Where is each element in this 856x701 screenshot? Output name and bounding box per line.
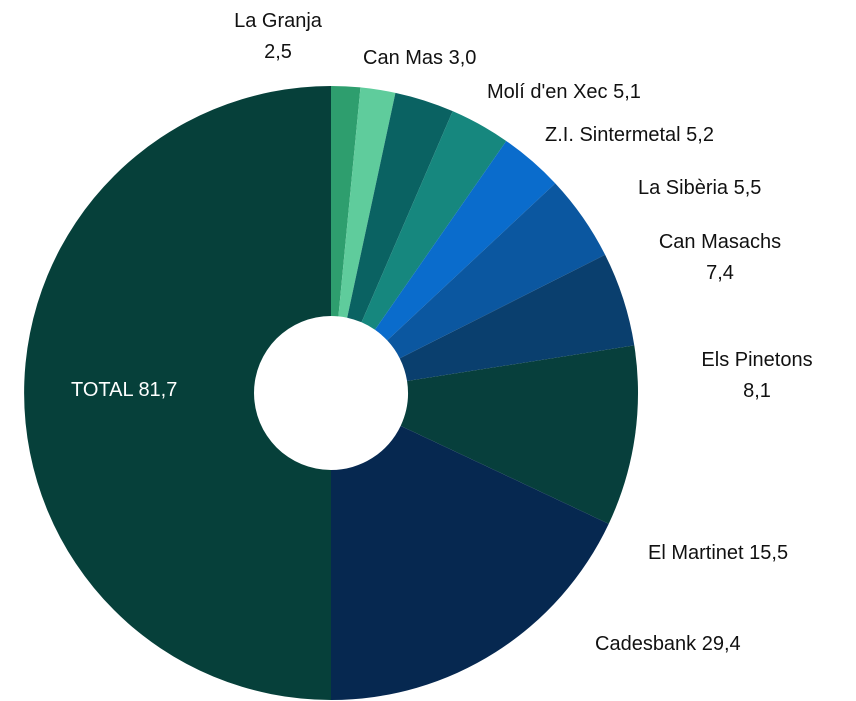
category-name: Molí d'en Xec <box>487 81 608 103</box>
value-label: 2,5 <box>264 41 292 63</box>
category-name: Z.I. Sintermetal <box>545 124 681 146</box>
donut-slice <box>399 254 635 382</box>
slice-label: La Granja 2,5 <box>208 6 348 68</box>
category-name: TOTAL <box>71 379 133 401</box>
slice-label: Z.I. Sintermetal 5,2 <box>545 120 714 151</box>
category-name: Can Mas <box>363 47 444 69</box>
slice-label: Cadesbank 29,4 <box>595 629 741 660</box>
donut-slice <box>24 86 331 700</box>
value-label: 5,1 <box>613 81 641 103</box>
value-label: 29,4 <box>701 633 741 655</box>
donut-slice <box>374 140 556 341</box>
donut-slice <box>338 87 396 318</box>
value-label: 8,1 <box>743 380 771 402</box>
slice-label: Can Mas 3,0 <box>363 43 476 74</box>
slice-label: Molí d'en Xec 5,1 <box>487 77 641 108</box>
value-label: 3,0 <box>448 47 477 69</box>
donut-slice <box>331 86 361 317</box>
category-name: La Granja <box>234 10 322 32</box>
slice-label: Can Masachs 7,4 <box>650 227 790 289</box>
donut-slice <box>347 92 453 323</box>
slice-label: El Martinet 15,5 <box>648 538 788 569</box>
value-label: 5,5 <box>733 177 762 199</box>
slice-label: Els Pinetons 8,1 <box>677 345 837 407</box>
slice-label: TOTAL 81,7 <box>71 375 177 406</box>
category-name: Can Masachs <box>658 231 782 253</box>
value-label: 7,4 <box>706 262 734 284</box>
value-label: 5,2 <box>686 124 714 146</box>
category-name: Els Pinetons <box>701 349 813 371</box>
donut-slice <box>331 425 609 700</box>
category-name: El Martinet <box>648 542 744 564</box>
slice-label: La Sibèria 5,5 <box>638 173 761 204</box>
value-label: 15,5 <box>749 542 789 564</box>
donut-slice <box>400 345 638 524</box>
donut-slice <box>361 111 507 330</box>
category-name: Cadesbank <box>595 633 697 655</box>
value-label: 81,7 <box>138 379 178 401</box>
donut-slice <box>387 183 606 359</box>
category-name: La Sibèria <box>638 177 729 199</box>
